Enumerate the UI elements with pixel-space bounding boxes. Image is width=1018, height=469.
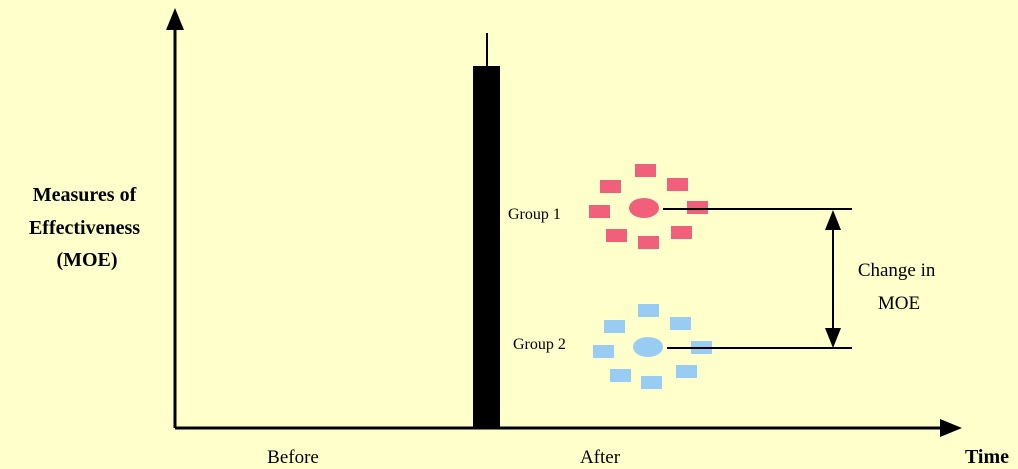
change-label-line-2: MOE [878, 293, 920, 314]
group-2-center [633, 337, 663, 357]
group-1-label: Group 1 [508, 206, 561, 223]
before-label: Before [267, 447, 319, 468]
change-arrow-down-head [825, 328, 841, 348]
group-1-marker [671, 226, 692, 239]
change-label: Change in MOE [858, 260, 940, 314]
x-axis [175, 419, 962, 437]
group-2-marker [638, 304, 659, 317]
group-1-marker [635, 164, 656, 177]
group-1-marker [589, 205, 610, 218]
group-1-marker [687, 201, 708, 214]
change-label-line-1: Change in [858, 260, 936, 281]
y-axis-arrowhead [166, 8, 184, 30]
group-2-marker [610, 369, 631, 382]
group-1-center [629, 198, 659, 218]
group-1-marker [638, 236, 659, 249]
group-2-marker [676, 365, 697, 378]
group-2-marker [641, 376, 662, 389]
y-axis [166, 8, 184, 428]
change-arrow-up-head [825, 210, 841, 230]
group-2-cluster [593, 304, 712, 389]
x-axis-arrowhead [940, 419, 962, 437]
group-2-marker [604, 320, 625, 333]
y-axis-label: Measures of Effectiveness (MOE) [29, 184, 145, 271]
group-2-marker [670, 317, 691, 330]
change-arrow [825, 210, 841, 348]
group-2-marker [593, 345, 614, 358]
group-2-label: Group 2 [513, 336, 566, 353]
after-label: After [580, 447, 621, 468]
y-axis-label-line-2: Effectiveness [29, 217, 140, 239]
x-axis-label: Time [965, 446, 1009, 468]
group-1-marker [600, 180, 621, 193]
y-axis-label-line-3: (MOE) [56, 249, 117, 271]
y-axis-label-line-1: Measures of [33, 184, 137, 206]
group-1-cluster [589, 164, 708, 249]
intervention-bar [473, 33, 500, 428]
group-1-marker [667, 178, 688, 191]
group-1-marker [606, 229, 627, 242]
